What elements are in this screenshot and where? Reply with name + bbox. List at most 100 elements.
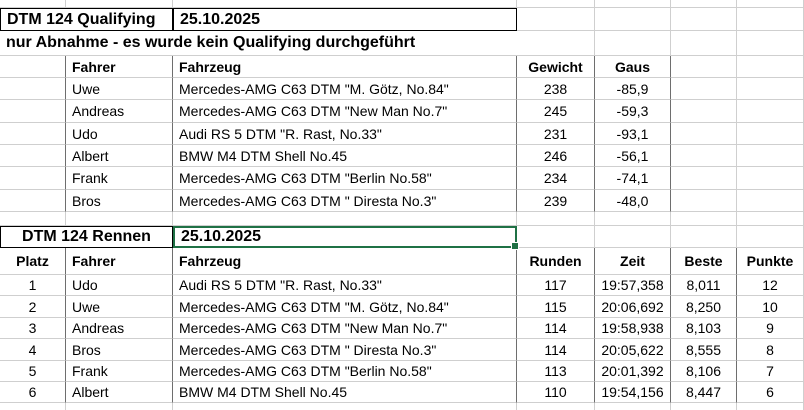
race-title-cell[interactable]: DTM 124 Rennen [0,226,173,248]
r-platz-cell[interactable]: 2 [0,296,66,318]
q-gewicht-cell[interactable]: 246 [517,145,595,167]
r-platz-cell[interactable]: 1 [0,275,66,296]
empty-cell[interactable] [737,190,804,212]
empty-cell[interactable] [0,100,66,123]
q-gewicht-cell[interactable]: 238 [517,78,595,100]
empty-cell[interactable] [671,31,737,56]
r-fahrer-cell[interactable]: Frank [66,361,173,382]
q-gewicht-cell[interactable]: 239 [517,190,595,212]
r-punkte-cell[interactable]: 9 [737,318,804,339]
empty-cell[interactable] [66,212,173,226]
q-header-fahrer[interactable]: Fahrer [66,56,173,78]
r-platz-cell[interactable]: 5 [0,361,66,382]
empty-cell[interactable] [671,145,737,167]
r-runden-cell[interactable]: 113 [517,361,595,382]
r-fahrer-cell[interactable]: Udo [66,275,173,296]
r-zeit-cell[interactable]: 20:06,692 [595,296,671,318]
r-fahrer-cell[interactable]: Bros [66,339,173,361]
empty-cell[interactable] [737,100,804,123]
empty-cell[interactable] [595,8,671,31]
r-beste-cell[interactable]: 8,103 [671,318,737,339]
r-punkte-cell[interactable]: 10 [737,296,804,318]
empty-cell[interactable] [66,403,173,410]
r-fahrer-cell[interactable]: Andreas [66,318,173,339]
r-punkte-cell[interactable]: 12 [737,275,804,296]
r-fahrzeug-cell[interactable]: Mercedes-AMG C63 DTM "New Man No.7" [173,318,517,339]
q-fahrzeug-cell[interactable]: Mercedes-AMG C63 DTM "Berlin No.58" [173,167,517,190]
empty-cell[interactable] [671,226,737,248]
empty-cell[interactable] [173,403,517,410]
r-runden-cell[interactable]: 117 [517,275,595,296]
empty-cell[interactable] [671,0,737,8]
r-zeit-cell[interactable]: 19:54,156 [595,382,671,403]
empty-cell[interactable] [0,403,66,410]
empty-cell[interactable] [671,212,737,226]
empty-cell[interactable] [0,123,66,145]
empty-cell[interactable] [671,56,737,78]
q-fahrer-cell[interactable]: Albert [66,145,173,167]
empty-cell[interactable] [737,0,804,8]
empty-cell[interactable] [671,8,737,31]
r-fahrer-cell[interactable]: Uwe [66,296,173,318]
r-punkte-cell[interactable]: 7 [737,361,804,382]
q-gewicht-cell[interactable]: 231 [517,123,595,145]
race-date-cell-selected[interactable]: 25.10.2025 [173,226,519,250]
empty-cell[interactable] [737,8,804,31]
empty-cell[interactable] [0,0,66,8]
empty-cell[interactable] [595,403,671,410]
q-fahrer-cell[interactable]: Udo [66,123,173,145]
empty-cell[interactable] [595,212,671,226]
empty-cell[interactable] [0,167,66,190]
empty-cell[interactable] [0,212,66,226]
q-gaus-cell[interactable]: -48,0 [595,190,671,212]
r-zeit-cell[interactable]: 19:57,358 [595,275,671,296]
r-punkte-cell[interactable]: 6 [737,382,804,403]
r-punkte-cell[interactable]: 8 [737,339,804,361]
q-gewicht-cell[interactable]: 234 [517,167,595,190]
empty-cell[interactable] [595,226,671,248]
r-zeit-cell[interactable]: 20:01,392 [595,361,671,382]
r-runden-cell[interactable]: 114 [517,318,595,339]
empty-cell[interactable] [595,0,671,8]
qualifying-title-cell[interactable]: DTM 124 Qualifying [0,8,173,31]
qualifying-date-cell[interactable]: 25.10.2025 [173,8,517,31]
empty-cell[interactable] [737,78,804,100]
empty-cell[interactable] [737,56,804,78]
r-header-fahrer[interactable]: Fahrer [66,248,173,275]
r-fahrzeug-cell[interactable]: Mercedes-AMG C63 DTM "M. Götz, No.84" [173,296,517,318]
empty-cell[interactable] [737,31,804,56]
r-fahrzeug-cell[interactable]: BMW M4 DTM Shell No.45 [173,382,517,403]
empty-cell[interactable] [517,403,595,410]
r-runden-cell[interactable]: 115 [517,296,595,318]
r-header-fahrzeug[interactable]: Fahrzeug [173,248,517,275]
q-fahrzeug-cell[interactable]: BMW M4 DTM Shell No.45 [173,145,517,167]
r-beste-cell[interactable]: 8,250 [671,296,737,318]
empty-cell[interactable] [671,167,737,190]
q-gaus-cell[interactable]: -85,9 [595,78,671,100]
q-fahrzeug-cell[interactable]: Audi RS 5 DTM "R. Rast, No.33" [173,123,517,145]
r-fahrer-cell[interactable]: Albert [66,382,173,403]
r-beste-cell[interactable]: 8,011 [671,275,737,296]
r-fahrzeug-cell[interactable]: Mercedes-AMG C63 DTM "Berlin No.58" [173,361,517,382]
empty-cell[interactable] [0,145,66,167]
qualifying-note-cell[interactable]: nur Abnahme - es wurde kein Qualifying d… [0,31,595,56]
r-runden-cell[interactable]: 114 [517,339,595,361]
r-platz-cell[interactable]: 6 [0,382,66,403]
q-fahrer-cell[interactable]: Uwe [66,78,173,100]
fill-handle[interactable] [511,242,519,250]
r-header-beste[interactable]: Beste [671,248,737,275]
empty-cell[interactable] [517,212,595,226]
empty-cell[interactable] [671,190,737,212]
empty-cell[interactable] [737,167,804,190]
empty-cell[interactable] [737,403,804,410]
empty-cell[interactable] [0,78,66,100]
r-platz-cell[interactable]: 3 [0,318,66,339]
q-fahrer-cell[interactable]: Andreas [66,100,173,123]
empty-cell[interactable] [173,212,517,226]
empty-cell[interactable] [517,0,595,8]
r-header-platz[interactable]: Platz [0,248,66,275]
q-gaus-cell[interactable]: -93,1 [595,123,671,145]
r-fahrzeug-cell[interactable]: Mercedes-AMG C63 DTM " Diresta No.3" [173,339,517,361]
r-header-runden[interactable]: Runden [517,248,595,275]
empty-cell[interactable] [517,8,595,31]
